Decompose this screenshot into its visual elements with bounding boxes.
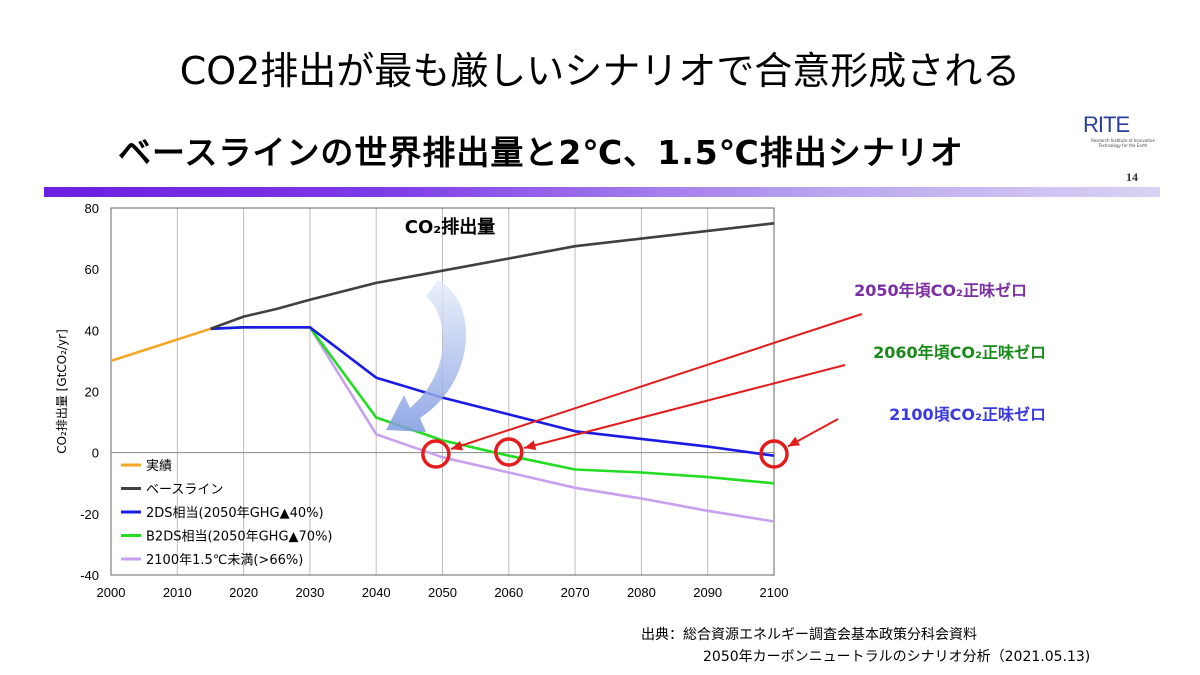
- annotation-arrowhead-icon: [451, 440, 464, 451]
- slide-title: CO2排出が最も厳しいシナリオで合意形成される: [179, 49, 1021, 93]
- x-tick-label: 2070: [561, 585, 590, 600]
- y-tick-label: 60: [85, 262, 99, 277]
- legend-label: 2DS相当(2050年GHG▲40%): [146, 506, 324, 521]
- annotation-arrowhead-icon: [524, 440, 537, 451]
- y-tick-label: -20: [80, 507, 99, 522]
- source-note: 出典：総合資源エネルギー調査会基本政策分科会資料 2050年カーボンニュートラル…: [641, 624, 1090, 668]
- header-rule: [44, 187, 1160, 197]
- series-line-2ds: [210, 325, 775, 457]
- y-tick-label: -40: [80, 568, 99, 583]
- legend-label: 実績: [146, 458, 172, 474]
- x-tick-label: 2040: [362, 585, 391, 600]
- x-tick-label: 2100: [760, 585, 789, 600]
- x-tick-label: 2080: [627, 585, 656, 600]
- zero-crossing-circle: [494, 437, 524, 467]
- x-tick-label: 2090: [693, 585, 722, 600]
- chart-title: CO₂排出量: [405, 216, 495, 238]
- legend-label: B2DS相当(2050年GHG▲70%): [146, 530, 333, 545]
- x-tick-label: 2010: [163, 585, 192, 600]
- annotation-label: 2060年頃CO₂正味ゼロ: [873, 343, 1046, 362]
- rite-logo: RITE Research Institute of Innovative Te…: [1083, 112, 1163, 172]
- x-tick-label: 2030: [295, 585, 324, 600]
- annotation-label: 2050年頃CO₂正味ゼロ: [854, 281, 1027, 300]
- y-tick-label: 80: [85, 201, 99, 216]
- legend-label: 2100年1.5℃未満(>66%): [146, 553, 303, 568]
- plot-frame: [110, 207, 775, 576]
- y-tick-label: 40: [85, 323, 99, 338]
- y-tick-label: 20: [85, 385, 99, 400]
- x-tick-label: 2050: [428, 585, 457, 600]
- y-tick-label: 0: [92, 446, 99, 461]
- x-tick-label: 2060: [494, 585, 523, 600]
- logo-text: RITE: [1083, 112, 1130, 137]
- zero-crossing-circle: [421, 439, 451, 469]
- logo-subtitle: Research Institute of Innovative Technol…: [1091, 138, 1155, 148]
- y-axis-label: CO₂排出量 [GtCO₂/yr]: [55, 329, 69, 454]
- annotation-arrow-line: [524, 364, 846, 449]
- x-tick-label: 2020: [229, 585, 258, 600]
- chart-heading: ベースラインの世界排出量と2℃、1.5℃排出シナリオ: [118, 133, 964, 172]
- zero-crossing-circle: [759, 439, 789, 469]
- series-line-1_5c: [210, 325, 775, 523]
- legend-label: ベースライン: [146, 483, 223, 498]
- x-tick-label: 2000: [97, 585, 126, 600]
- annotation-label: 2100頃CO₂正味ゼロ: [889, 405, 1046, 424]
- series-line-baseline: [209, 222, 775, 331]
- source-line-2: 2050年カーボンニュートラルのシナリオ分析（2021.05.13): [703, 649, 1091, 665]
- series-line-actual: [110, 327, 211, 363]
- annotation-arrow-line: [450, 313, 863, 450]
- annotation-arrowhead-icon: [788, 436, 801, 447]
- source-line-1: 出典：総合資源エネルギー調査会基本政策分科会資料: [641, 627, 977, 643]
- downward-arrow-icon: [386, 280, 467, 432]
- page-number: 14: [1126, 170, 1138, 184]
